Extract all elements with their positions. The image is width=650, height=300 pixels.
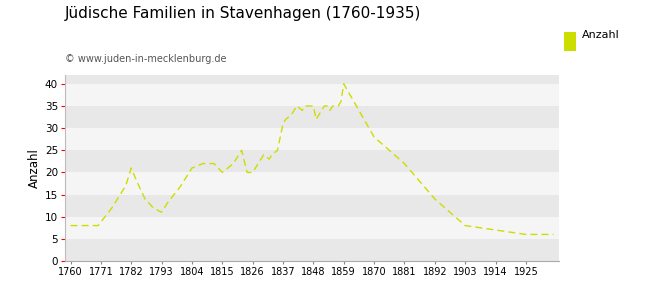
Bar: [65, 172, 559, 195]
Bar: [65, 128, 559, 150]
Text: Anzahl: Anzahl: [582, 30, 619, 40]
Y-axis label: Anzahl: Anzahl: [28, 148, 41, 188]
Text: Jüdische Familien in Stavenhagen (1760-1935): Jüdische Familien in Stavenhagen (1760-1…: [65, 6, 421, 21]
Bar: [65, 84, 559, 106]
Text: © www.juden-in-mecklenburg.de: © www.juden-in-mecklenburg.de: [65, 54, 226, 64]
Bar: [65, 217, 559, 239]
